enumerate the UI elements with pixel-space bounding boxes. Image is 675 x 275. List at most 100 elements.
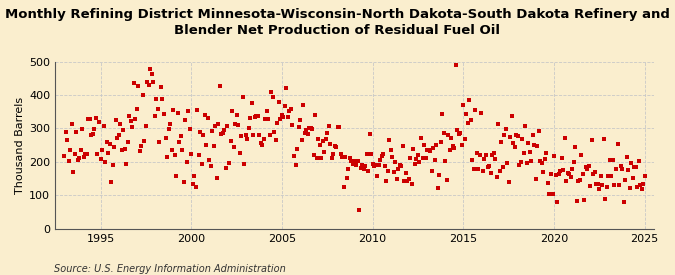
Point bbox=[65, 148, 76, 152]
Point bbox=[382, 169, 393, 173]
Point bbox=[425, 149, 435, 153]
Point bbox=[456, 142, 467, 147]
Point bbox=[160, 136, 171, 140]
Point bbox=[466, 117, 477, 122]
Point bbox=[128, 81, 139, 85]
Point bbox=[502, 161, 512, 165]
Point bbox=[497, 164, 508, 169]
Point bbox=[95, 157, 106, 161]
Point bbox=[84, 117, 95, 122]
Point bbox=[230, 122, 240, 127]
Point bbox=[222, 123, 233, 128]
Point bbox=[567, 167, 578, 171]
Point bbox=[117, 128, 128, 133]
Point bbox=[177, 148, 188, 152]
Point bbox=[337, 155, 348, 159]
Point bbox=[376, 153, 387, 158]
Point bbox=[63, 159, 74, 163]
Point bbox=[627, 176, 638, 180]
Point bbox=[186, 152, 196, 156]
Point bbox=[556, 156, 567, 160]
Point bbox=[315, 142, 325, 147]
Point bbox=[207, 129, 218, 133]
Point bbox=[344, 155, 355, 160]
Point bbox=[418, 143, 429, 147]
Point bbox=[406, 182, 417, 186]
Point bbox=[204, 158, 215, 163]
Point bbox=[462, 121, 473, 125]
Point bbox=[493, 122, 504, 126]
Point bbox=[531, 177, 541, 181]
Point bbox=[589, 169, 600, 174]
Point bbox=[379, 163, 390, 168]
Point bbox=[615, 164, 626, 169]
Point bbox=[580, 165, 591, 169]
Point bbox=[308, 153, 319, 157]
Point bbox=[260, 117, 271, 121]
Point bbox=[448, 144, 458, 148]
Point bbox=[608, 158, 618, 162]
Point bbox=[555, 169, 566, 173]
Point bbox=[394, 163, 405, 167]
Point bbox=[444, 148, 455, 152]
Point bbox=[571, 199, 582, 203]
Point bbox=[100, 160, 111, 164]
Point bbox=[311, 156, 322, 161]
Point bbox=[582, 167, 593, 171]
Point bbox=[287, 123, 298, 127]
Point bbox=[362, 169, 373, 174]
Point bbox=[609, 183, 620, 187]
Point bbox=[537, 161, 547, 166]
Point bbox=[521, 161, 532, 165]
Point bbox=[529, 143, 540, 147]
Point bbox=[165, 122, 176, 126]
Point bbox=[426, 169, 437, 174]
Point bbox=[300, 128, 311, 132]
Point bbox=[408, 147, 418, 151]
Point bbox=[500, 127, 511, 131]
Point bbox=[169, 153, 180, 158]
Point bbox=[86, 133, 97, 137]
Point bbox=[195, 130, 206, 134]
Point bbox=[202, 116, 213, 120]
Point bbox=[305, 126, 316, 131]
Point bbox=[292, 147, 302, 151]
Text: Source: U.S. Energy Information Administration: Source: U.S. Energy Information Administ… bbox=[54, 264, 286, 274]
Point bbox=[539, 156, 550, 161]
Point bbox=[597, 182, 608, 187]
Point bbox=[628, 165, 639, 169]
Point bbox=[130, 117, 140, 121]
Point bbox=[171, 174, 182, 178]
Point bbox=[107, 163, 118, 167]
Point bbox=[192, 108, 202, 112]
Point bbox=[364, 132, 375, 136]
Point bbox=[482, 165, 493, 169]
Point bbox=[461, 112, 472, 116]
Point bbox=[499, 132, 510, 137]
Point bbox=[342, 176, 352, 180]
Point bbox=[271, 138, 281, 142]
Point bbox=[517, 137, 528, 141]
Point bbox=[435, 140, 446, 144]
Point bbox=[523, 141, 534, 146]
Point bbox=[74, 155, 85, 160]
Point bbox=[375, 158, 385, 162]
Point bbox=[104, 142, 115, 146]
Point bbox=[470, 107, 481, 112]
Point bbox=[289, 154, 300, 158]
Point bbox=[412, 153, 423, 158]
Point bbox=[417, 156, 428, 161]
Point bbox=[411, 157, 422, 161]
Point bbox=[68, 170, 79, 174]
Point bbox=[60, 130, 71, 134]
Point bbox=[242, 137, 252, 142]
Point bbox=[161, 155, 172, 160]
Point bbox=[144, 83, 155, 87]
Point bbox=[487, 153, 497, 158]
Point bbox=[551, 200, 562, 204]
Point bbox=[313, 137, 323, 141]
Point bbox=[410, 162, 421, 166]
Point bbox=[153, 107, 163, 111]
Point bbox=[338, 185, 349, 189]
Point bbox=[103, 151, 113, 155]
